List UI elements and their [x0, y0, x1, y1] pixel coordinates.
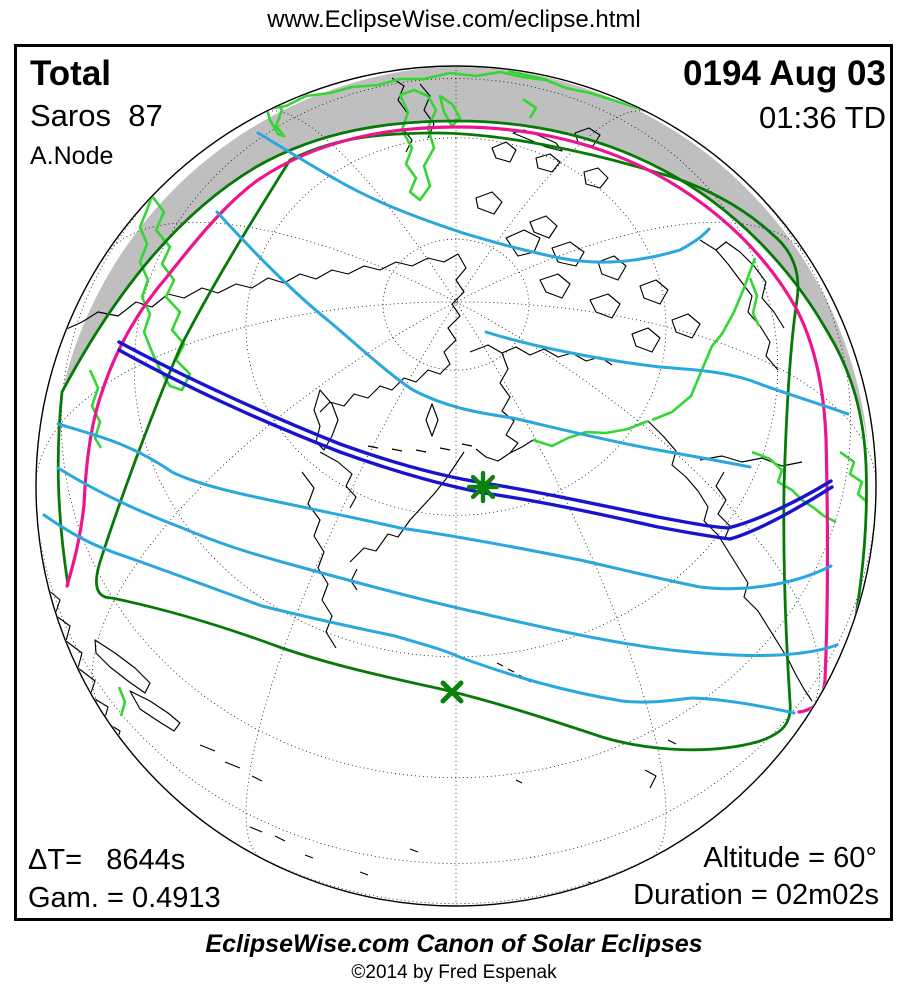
map-frame	[14, 44, 893, 921]
max-eclipse-curve-1	[256, 131, 711, 264]
duration-value: Duration = 02m02s	[633, 879, 879, 911]
url-header: www.EclipseWise.com/eclipse.html	[267, 6, 641, 33]
eclipse-type-label: Total	[30, 54, 112, 93]
sub-solar-point-marker	[440, 680, 464, 704]
footer-title: EclipseWise.com Canon of Solar Eclipses	[205, 930, 703, 958]
gamma-value: Gam. = 0.4913	[28, 882, 221, 914]
umbral-path-north	[117, 340, 833, 530]
saros-label: Saros 87	[30, 98, 163, 133]
node-label: A.Node	[30, 142, 114, 170]
delta-t-value: ΔT= 8644s	[28, 844, 186, 876]
footer-copyright: ©2014 by Fred Espenak	[351, 962, 557, 983]
altitude-value: Altitude = 60°	[703, 842, 877, 874]
night-region	[62, 67, 869, 458]
max-eclipse-curve-3	[215, 210, 752, 469]
eclipse-time: 01:36 TD	[759, 100, 886, 135]
max-eclipse-curve-6	[42, 513, 796, 715]
globe-contents	[37, 67, 875, 905]
umbral-path-south	[117, 348, 834, 541]
sunrise-sunset-curve-outer	[56, 119, 868, 716]
max-eclipse-curve-2	[484, 330, 850, 416]
max-eclipse-curve-5	[56, 466, 839, 658]
greatest-eclipse-marker	[466, 470, 500, 504]
sunrise-sunset-curve-inner	[95, 131, 800, 752]
eclipse-date: 0194 Aug 03	[683, 54, 886, 93]
penumbral-limit-curve	[65, 125, 829, 714]
max-eclipse-curve-4	[56, 422, 833, 591]
